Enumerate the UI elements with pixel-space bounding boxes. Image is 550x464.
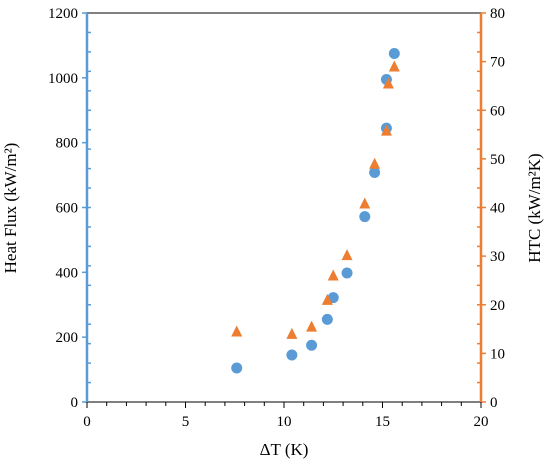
y-axis-right-tick-label: 20	[490, 298, 505, 314]
htc-point	[286, 327, 298, 339]
heat-flux-point	[359, 211, 371, 223]
y-axis-right-tick-label: 50	[490, 152, 505, 168]
x-axis-tick-label: 5	[182, 414, 190, 430]
y-axis-left-tick-label: 1200	[48, 6, 78, 22]
heat-flux-point	[231, 362, 243, 374]
heat-flux-point	[321, 313, 333, 325]
x-axis-tick-label: 20	[474, 414, 489, 430]
htc-point	[231, 325, 243, 337]
htc-point	[359, 197, 371, 209]
y-axis-left-title: Heat Flux (kW/m²)	[1, 143, 20, 274]
htc-point	[321, 293, 333, 305]
y-axis-left-tick-label: 600	[56, 201, 79, 217]
y-axis-left-tick-label: 0	[71, 395, 79, 411]
htc-point	[382, 77, 394, 89]
htc-point	[369, 157, 381, 169]
y-axis-right-tick-label: 30	[490, 249, 505, 265]
y-axis-right-tick-label: 40	[490, 201, 505, 217]
htc-point	[327, 269, 339, 281]
y-axis-right-tick-label: 10	[490, 346, 505, 362]
y-axis-left-tick-label: 400	[56, 265, 79, 281]
x-axis-tick-label: 0	[83, 414, 91, 430]
htc-point	[380, 124, 392, 136]
y-axis-right-tick-label: 60	[490, 103, 505, 119]
x-axis-tick-label: 15	[375, 414, 390, 430]
y-axis-left-tick-label: 200	[56, 330, 79, 346]
heat-flux-point	[286, 349, 298, 361]
x-axis-title: ΔT (K)	[260, 440, 309, 459]
htc-point	[306, 320, 318, 332]
heat-flux-point	[388, 48, 400, 60]
y-axis-right-tick-label: 0	[490, 395, 498, 411]
heat-flux-point	[341, 267, 353, 279]
heat-flux-point	[306, 339, 318, 351]
heat-flux-point	[369, 166, 381, 178]
y-axis-right-title: HTC (kW/m²K)	[525, 153, 544, 262]
x-axis-tick-label: 10	[277, 414, 292, 430]
y-axis-right-tick-label: 70	[490, 55, 505, 71]
y-axis-right-tick-label: 80	[490, 6, 505, 22]
htc-point	[388, 60, 400, 72]
y-axis-left-tick-label: 800	[56, 136, 79, 152]
y-axis-left-tick-label: 1000	[48, 71, 78, 87]
htc-point	[341, 249, 353, 261]
